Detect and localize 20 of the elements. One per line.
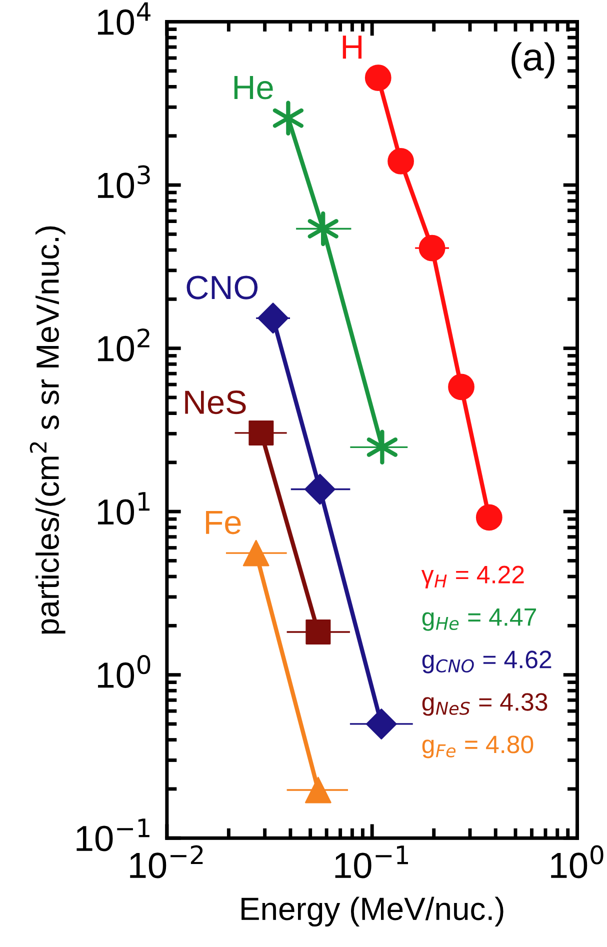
annotation: g$_{CNO}$ = 4.62	[422, 650, 552, 674]
x-tick-label: 10$^{−1}$	[335, 846, 408, 878]
y-tick-label: 10$^{1}$	[98, 492, 150, 525]
y-tick-label: 10$^{2}$	[98, 328, 150, 362]
annotation: γ$_{H}$ = 4.22	[421, 566, 524, 588]
annotation: g$_{NeS}$ = 4.33	[422, 693, 548, 716]
y-tick-label: 10$^{0}$	[98, 655, 150, 688]
y-tick-label: 10$^{3}$	[98, 165, 150, 198]
annotation: g$_{Fe}$ = 4.80	[422, 736, 534, 758]
series-label: Fe	[206, 510, 241, 534]
x-axis-title: Energy (MeV/nuc.)	[242, 896, 504, 927]
series-label: H	[342, 36, 362, 59]
series-label: He	[234, 76, 273, 100]
annotation: g$_{He}$ = 4.47	[422, 608, 536, 631]
y-axis-title: particles/(cm$^{2}$ s sr MeV/nuc.)	[30, 226, 66, 634]
series-label: NeS	[185, 390, 246, 414]
annotation: (a)	[512, 42, 554, 78]
x-tick-label: 10$^{0}$	[551, 845, 604, 878]
series-label: CNO	[186, 276, 258, 300]
y-tick-label: 10$^{4}$	[98, 2, 150, 35]
